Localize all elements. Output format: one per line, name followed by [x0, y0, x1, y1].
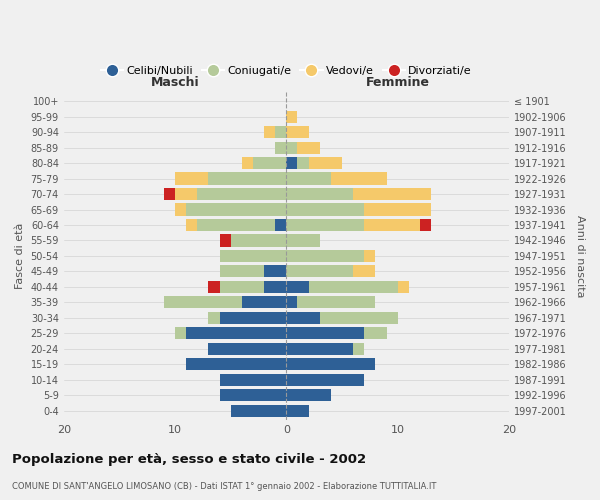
Bar: [186, 328, 286, 340]
Bar: [353, 266, 376, 278]
Bar: [164, 188, 175, 200]
Bar: [253, 157, 286, 169]
Bar: [398, 281, 409, 293]
Bar: [286, 328, 364, 340]
Bar: [353, 343, 364, 355]
Bar: [220, 312, 286, 324]
Bar: [208, 312, 220, 324]
Bar: [220, 250, 286, 262]
Bar: [208, 343, 286, 355]
Bar: [286, 296, 298, 308]
Bar: [264, 126, 275, 138]
Bar: [231, 234, 286, 246]
Bar: [231, 405, 286, 417]
Bar: [320, 312, 398, 324]
Bar: [364, 204, 431, 216]
Bar: [364, 328, 386, 340]
Bar: [286, 219, 364, 231]
Bar: [208, 172, 286, 184]
Bar: [208, 281, 220, 293]
Bar: [286, 358, 376, 370]
Bar: [175, 172, 208, 184]
Bar: [220, 374, 286, 386]
Bar: [186, 204, 286, 216]
Y-axis label: Anni di nascita: Anni di nascita: [575, 214, 585, 297]
Bar: [286, 142, 298, 154]
Bar: [286, 157, 298, 169]
Bar: [353, 188, 431, 200]
Legend: Celibi/Nubili, Coniugati/e, Vedovi/e, Divorziati/e: Celibi/Nubili, Coniugati/e, Vedovi/e, Di…: [97, 61, 476, 80]
Bar: [286, 390, 331, 402]
Bar: [175, 328, 186, 340]
Bar: [220, 390, 286, 402]
Text: COMUNE DI SANT'ANGELO LIMOSANO (CB) - Dati ISTAT 1° gennaio 2002 - Elaborazione : COMUNE DI SANT'ANGELO LIMOSANO (CB) - Da…: [12, 482, 436, 491]
Bar: [286, 110, 298, 122]
Bar: [220, 281, 264, 293]
Bar: [275, 219, 286, 231]
Bar: [286, 281, 308, 293]
Bar: [164, 296, 242, 308]
Bar: [364, 250, 376, 262]
Text: Maschi: Maschi: [151, 76, 199, 88]
Bar: [197, 188, 286, 200]
Bar: [286, 188, 353, 200]
Bar: [286, 266, 353, 278]
Bar: [186, 219, 197, 231]
Bar: [286, 343, 353, 355]
Bar: [264, 281, 286, 293]
Bar: [175, 204, 186, 216]
Text: Femmine: Femmine: [365, 76, 430, 88]
Bar: [364, 219, 420, 231]
Bar: [298, 296, 376, 308]
Bar: [220, 234, 231, 246]
Bar: [286, 250, 364, 262]
Bar: [275, 142, 286, 154]
Bar: [197, 219, 275, 231]
Bar: [286, 172, 331, 184]
Bar: [286, 204, 364, 216]
Bar: [220, 266, 264, 278]
Bar: [242, 157, 253, 169]
Bar: [286, 374, 364, 386]
Bar: [186, 358, 286, 370]
Bar: [298, 157, 308, 169]
Bar: [286, 126, 308, 138]
Bar: [286, 405, 308, 417]
Bar: [242, 296, 286, 308]
Bar: [264, 266, 286, 278]
Text: Popolazione per età, sesso e stato civile - 2002: Popolazione per età, sesso e stato civil…: [12, 452, 366, 466]
Bar: [420, 219, 431, 231]
Bar: [331, 172, 386, 184]
Bar: [275, 126, 286, 138]
Bar: [286, 234, 320, 246]
Bar: [286, 312, 320, 324]
Y-axis label: Fasce di età: Fasce di età: [15, 223, 25, 289]
Bar: [308, 281, 398, 293]
Bar: [308, 157, 342, 169]
Bar: [175, 188, 197, 200]
Bar: [298, 142, 320, 154]
